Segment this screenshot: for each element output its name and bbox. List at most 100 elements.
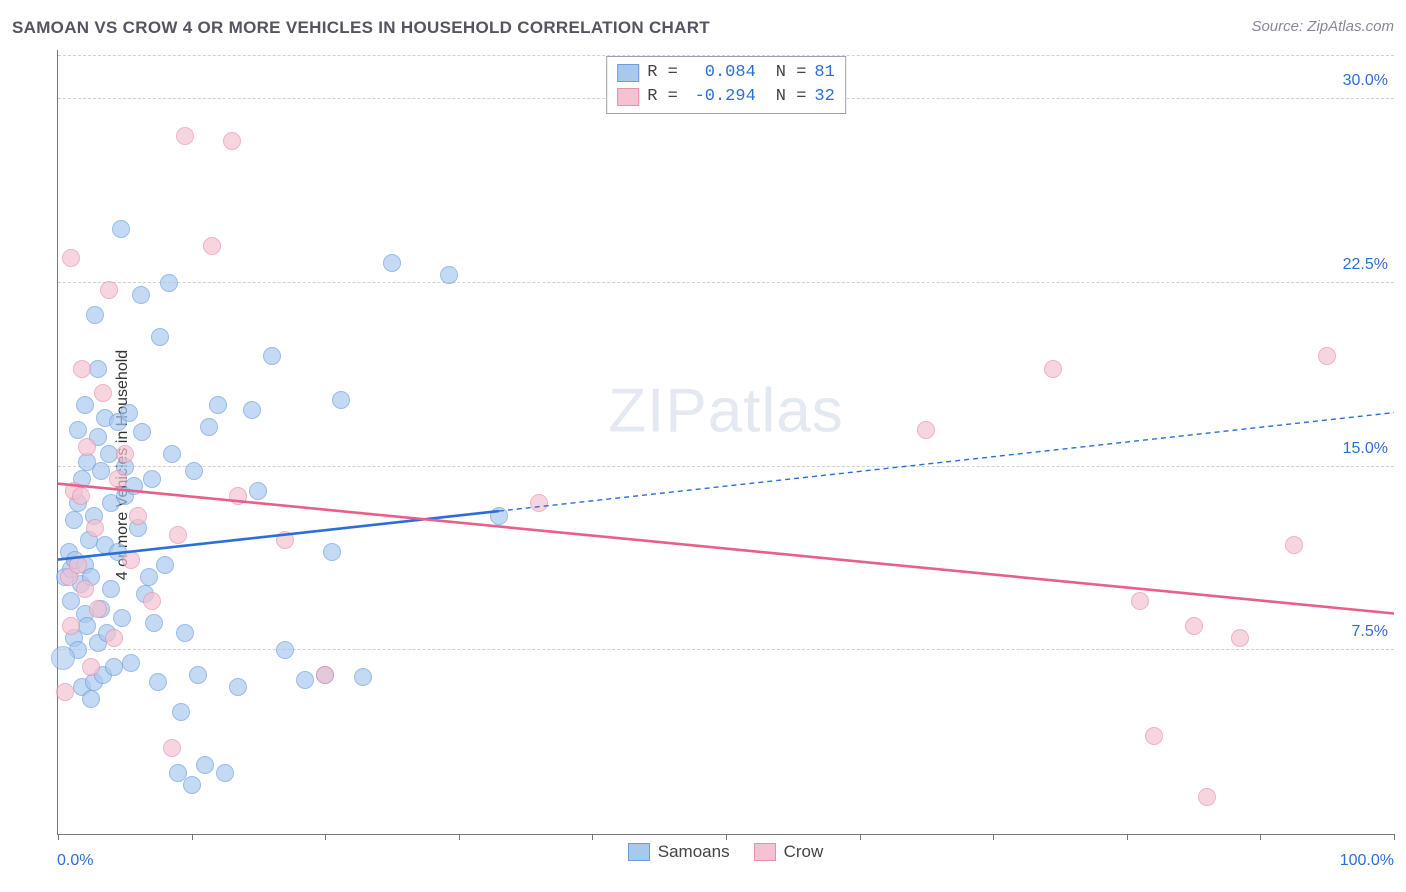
scatter-point-samoans — [92, 462, 110, 480]
scatter-point-samoans — [156, 556, 174, 574]
scatter-point-crow — [1231, 629, 1249, 647]
scatter-point-samoans — [200, 418, 218, 436]
scatter-point-crow — [82, 658, 100, 676]
x-tick — [325, 834, 326, 840]
scatter-point-samoans — [196, 756, 214, 774]
plot-area: ZIPatlas R = 0.084 N = 81 R = -0.294 N =… — [57, 50, 1394, 835]
scatter-point-samoans — [105, 658, 123, 676]
scatter-point-samoans — [440, 266, 458, 284]
swatch-crow — [754, 843, 776, 861]
scatter-point-crow — [1131, 592, 1149, 610]
scatter-point-samoans — [125, 477, 143, 495]
scatter-point-crow — [229, 487, 247, 505]
r-label-1: R = — [647, 61, 678, 85]
y-tick-label: 15.0% — [1343, 440, 1388, 458]
scatter-point-crow — [163, 739, 181, 757]
scatter-point-crow — [109, 470, 127, 488]
scatter-point-samoans — [120, 404, 138, 422]
gridline — [58, 466, 1394, 467]
x-tick — [860, 834, 861, 840]
swatch-series-1 — [617, 64, 639, 82]
scatter-point-crow — [62, 249, 80, 267]
trend-lines-svg — [58, 50, 1394, 834]
scatter-point-samoans — [249, 482, 267, 500]
scatter-point-crow — [73, 360, 91, 378]
scatter-point-samoans — [82, 690, 100, 708]
scatter-point-samoans — [354, 668, 372, 686]
x-tick — [1260, 834, 1261, 840]
legend-row-2: R = -0.294 N = 32 — [617, 85, 835, 109]
y-tick-label: 30.0% — [1343, 72, 1388, 90]
scatter-point-samoans — [112, 220, 130, 238]
legend-item-samoans: Samoans — [628, 842, 730, 862]
scatter-point-samoans — [140, 568, 158, 586]
scatter-point-crow — [129, 507, 147, 525]
scatter-point-crow — [176, 127, 194, 145]
scatter-point-crow — [169, 526, 187, 544]
scatter-point-samoans — [276, 641, 294, 659]
scatter-point-samoans — [189, 666, 207, 684]
legend-row-1: R = 0.084 N = 81 — [617, 61, 835, 85]
scatter-point-samoans — [490, 507, 508, 525]
scatter-point-samoans — [163, 445, 181, 463]
scatter-point-crow — [86, 519, 104, 537]
source-label: Source: ZipAtlas.com — [1251, 18, 1394, 35]
gridline — [58, 282, 1394, 283]
legend-item-crow: Crow — [754, 842, 824, 862]
x-tick — [993, 834, 994, 840]
scatter-point-samoans — [160, 274, 178, 292]
correlation-legend: R = 0.084 N = 81 R = -0.294 N = 32 — [606, 56, 846, 114]
n-value-1: 81 — [814, 61, 834, 85]
scatter-point-samoans — [209, 396, 227, 414]
r-value-1: 0.084 — [686, 61, 756, 85]
scatter-point-crow — [530, 494, 548, 512]
scatter-point-samoans — [172, 703, 190, 721]
x-tick — [192, 834, 193, 840]
r-value-2: -0.294 — [686, 85, 756, 109]
swatch-series-2 — [617, 88, 639, 106]
scatter-point-samoans — [143, 470, 161, 488]
x-tick — [726, 834, 727, 840]
scatter-point-crow — [100, 281, 118, 299]
scatter-point-samoans — [122, 654, 140, 672]
scatter-point-samoans — [76, 396, 94, 414]
gridline — [58, 649, 1394, 650]
scatter-point-crow — [1318, 347, 1336, 365]
scatter-point-samoans — [296, 671, 314, 689]
scatter-point-samoans — [78, 617, 96, 635]
scatter-point-crow — [1285, 536, 1303, 554]
y-tick-label: 7.5% — [1352, 623, 1388, 641]
watermark: ZIPatlas — [608, 375, 843, 446]
scatter-point-crow — [316, 666, 334, 684]
chart-title: SAMOAN VS CROW 4 OR MORE VEHICLES IN HOU… — [12, 18, 710, 38]
scatter-point-samoans — [89, 360, 107, 378]
scatter-point-crow — [143, 592, 161, 610]
scatter-point-crow — [223, 132, 241, 150]
scatter-point-crow — [116, 445, 134, 463]
legend-label-samoans: Samoans — [658, 842, 730, 862]
scatter-point-samoans — [69, 421, 87, 439]
scatter-point-samoans — [216, 764, 234, 782]
y-tick-label: 22.5% — [1343, 256, 1388, 274]
n-label-2: N = — [776, 85, 807, 109]
n-label-1: N = — [776, 61, 807, 85]
scatter-point-samoans — [263, 347, 281, 365]
scatter-point-samoans — [176, 624, 194, 642]
chart-container: 4 or more Vehicles in Household ZIPatlas… — [12, 50, 1394, 880]
scatter-point-samoans — [323, 543, 341, 561]
scatter-point-crow — [122, 551, 140, 569]
n-value-2: 32 — [814, 85, 834, 109]
scatter-point-crow — [1198, 788, 1216, 806]
scatter-point-crow — [69, 556, 87, 574]
scatter-point-crow — [1044, 360, 1062, 378]
scatter-point-samoans — [145, 614, 163, 632]
x-tick — [459, 834, 460, 840]
scatter-point-samoans — [151, 328, 169, 346]
scatter-point-crow — [1145, 727, 1163, 745]
scatter-point-crow — [94, 384, 112, 402]
legend-label-crow: Crow — [784, 842, 824, 862]
scatter-point-crow — [203, 237, 221, 255]
watermark-light: atlas — [708, 376, 844, 445]
scatter-point-samoans — [51, 646, 75, 670]
scatter-point-samoans — [102, 580, 120, 598]
